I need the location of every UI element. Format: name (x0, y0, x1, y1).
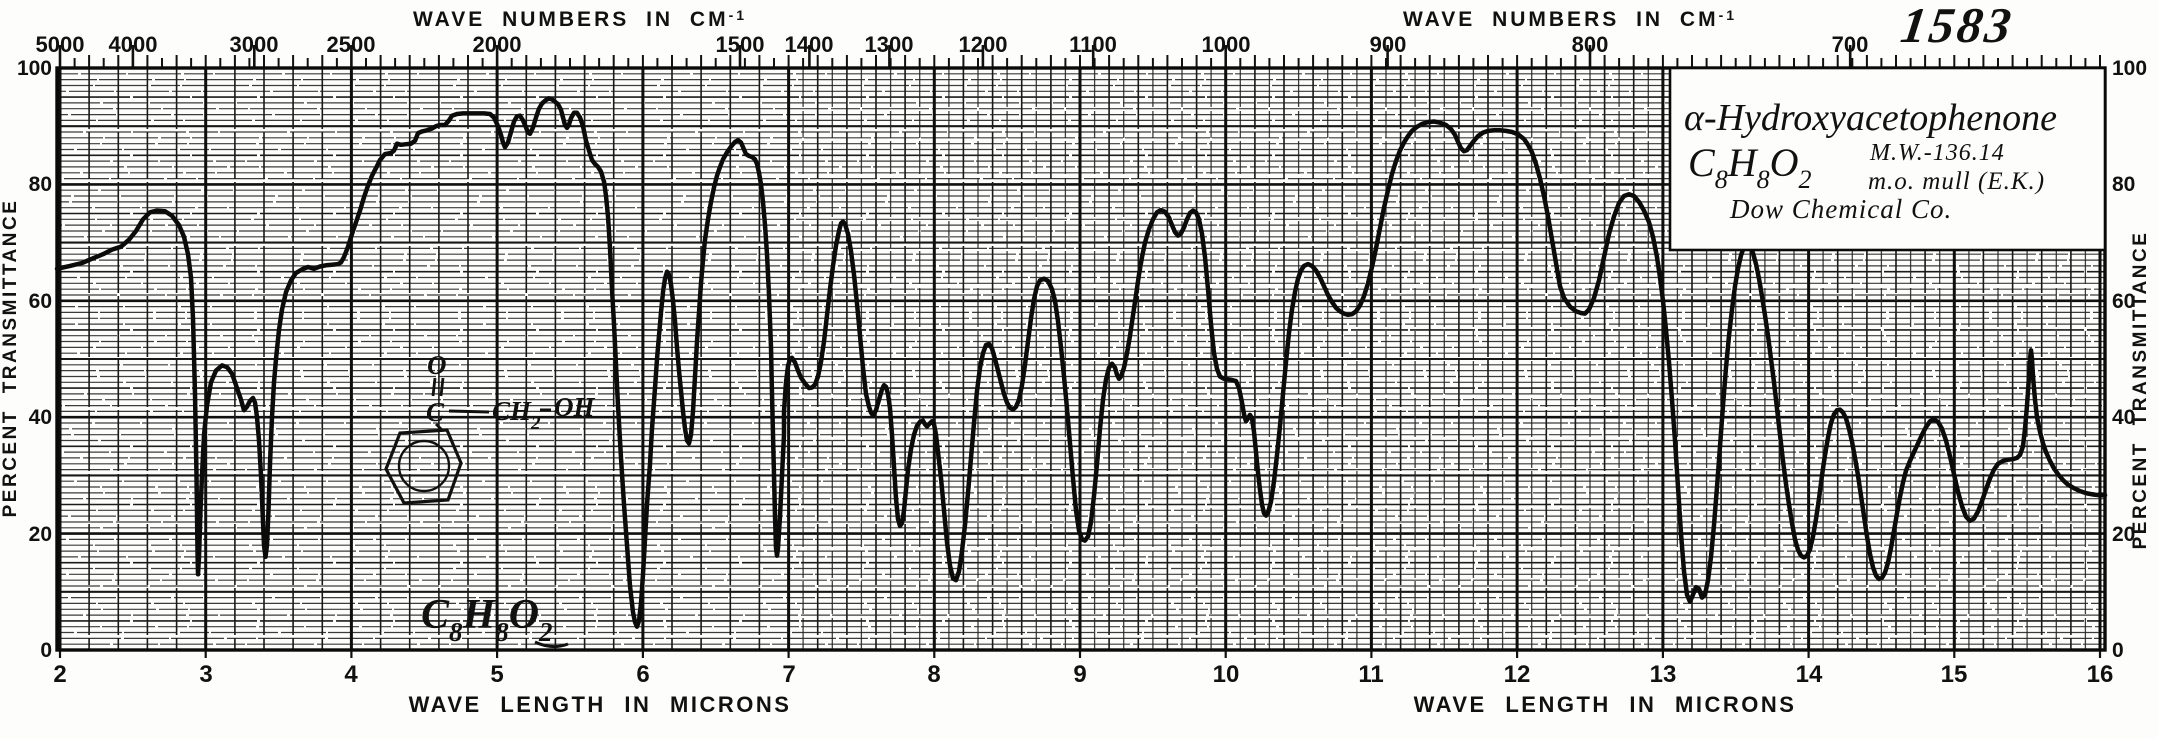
svg-text:7: 7 (782, 661, 795, 688)
svg-text:9: 9 (1073, 661, 1086, 688)
svg-text:2000: 2000 (473, 32, 522, 57)
svg-text:1300: 1300 (865, 32, 914, 57)
svg-text:2500: 2500 (327, 32, 376, 57)
svg-text:4: 4 (344, 661, 358, 688)
svg-text:3000: 3000 (230, 32, 279, 57)
svg-text:1500: 1500 (716, 32, 765, 57)
svg-text:20: 20 (2112, 523, 2135, 546)
svg-text:20: 20 (29, 523, 52, 546)
svg-text:8: 8 (927, 661, 940, 688)
svg-text:C8H8O2: C8H8O2 (421, 592, 553, 647)
svg-text:4000: 4000 (109, 32, 158, 57)
svg-text:WAVE NUMBERS IN CM-1: WAVE NUMBERS IN CM-1 (413, 7, 747, 31)
svg-text:60: 60 (29, 290, 52, 313)
svg-text:WAVE NUMBERS IN CM-1: WAVE NUMBERS IN CM-1 (1403, 7, 1737, 31)
svg-text:16: 16 (2087, 661, 2114, 688)
svg-text:O: O (427, 350, 447, 380)
svg-text:WAVE LENGTH IN MICRONS: WAVE LENGTH IN MICRONS (409, 692, 792, 717)
svg-text:1583: 1583 (1898, 0, 2018, 53)
svg-text:PERCENT TRANSMITTANCE: PERCENT TRANSMITTANCE (0, 199, 21, 518)
svg-text:PERCENT TRANSMITTANCE: PERCENT TRANSMITTANCE (2130, 231, 2151, 550)
svg-text:Dow Chemical Co.: Dow Chemical Co. (1729, 194, 1952, 224)
svg-text:0: 0 (40, 639, 52, 662)
svg-text:14: 14 (1796, 661, 1823, 688)
svg-text:800: 800 (1572, 32, 1609, 57)
svg-text:13: 13 (1650, 661, 1677, 688)
svg-text:80: 80 (2112, 173, 2135, 196)
svg-text:2: 2 (53, 661, 66, 688)
svg-text:40: 40 (29, 406, 52, 429)
svg-text:5000: 5000 (36, 32, 85, 57)
svg-text:60: 60 (2112, 290, 2135, 313)
svg-text:WAVE LENGTH IN MICRONS: WAVE LENGTH IN MICRONS (1414, 692, 1797, 717)
svg-text:3: 3 (199, 661, 212, 688)
svg-text:10: 10 (1213, 661, 1240, 688)
svg-text:1400: 1400 (785, 32, 834, 57)
svg-text:100: 100 (17, 57, 52, 80)
svg-text:80: 80 (29, 173, 52, 196)
svg-text:900: 900 (1370, 32, 1407, 57)
svg-text:OH: OH (554, 392, 595, 422)
svg-text:C: C (426, 397, 445, 427)
svg-text:m.o. mull (E.K.): m.o. mull (E.K.) (1868, 168, 2045, 195)
svg-text:5: 5 (490, 661, 503, 688)
svg-text:1200: 1200 (959, 32, 1008, 57)
svg-text:11: 11 (1358, 661, 1383, 688)
svg-text:0: 0 (2112, 639, 2124, 662)
svg-text:M.W.-136.14: M.W.-136.14 (1869, 140, 2005, 166)
svg-text:15: 15 (1941, 661, 1968, 688)
svg-text:1100: 1100 (1069, 32, 1117, 57)
svg-text:12: 12 (1504, 661, 1531, 688)
svg-text:100: 100 (2112, 57, 2147, 80)
svg-text:α-Hydroxyacetophenone: α-Hydroxyacetophenone (1684, 97, 2057, 139)
svg-text:700: 700 (1832, 32, 1869, 57)
svg-text:6: 6 (636, 661, 649, 688)
svg-text:1000: 1000 (1202, 32, 1251, 57)
svg-text:40: 40 (2112, 406, 2135, 429)
